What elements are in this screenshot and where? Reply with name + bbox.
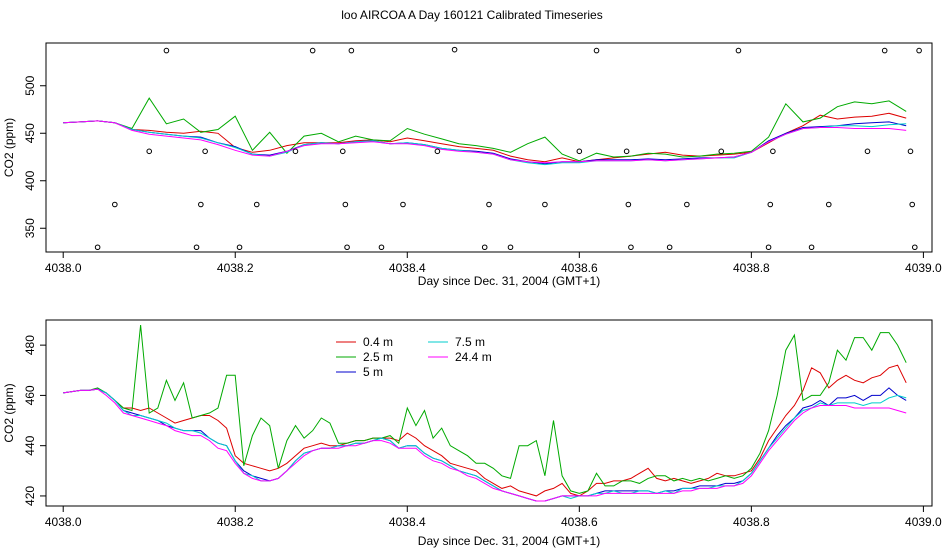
- x-axis-label: Day since Dec. 31, 2004 (GMT+1): [418, 534, 600, 548]
- data-point: [486, 201, 492, 208]
- bottom-panel: 4038.0 4038.2 4038.4 4038.6 4038.8 4039.0 420 4…: [2, 319, 942, 548]
- series-line-2-5-m: [63, 324, 907, 494]
- legend-label: 7.5 m: [455, 335, 485, 349]
- x-tick-label: 4038.2: [217, 515, 254, 529]
- y-tick-label: 480: [23, 335, 37, 355]
- data-point: [911, 244, 918, 251]
- series-line-24-4-m: [63, 120, 907, 164]
- x-tick-label: 4038.0: [45, 515, 82, 529]
- data-point: [342, 201, 349, 208]
- x-tick-label: 4038.4: [389, 261, 426, 275]
- data-point: [907, 148, 914, 155]
- series-line-5-m: [63, 120, 907, 165]
- data-point: [344, 244, 350, 251]
- data-point: [825, 201, 832, 208]
- plot-frame: [45, 42, 933, 253]
- y-tick-label: 460: [23, 385, 37, 405]
- legend-label: 0.4 m: [363, 335, 393, 349]
- series-line-7-5-m: [63, 120, 907, 166]
- y-axis-label: CO2 (ppm): [2, 383, 16, 442]
- data-point: [339, 148, 346, 155]
- data-point: [94, 244, 101, 251]
- data-point: [770, 148, 776, 155]
- x-tick-label: 4039.0: [905, 515, 942, 529]
- data-point: [507, 244, 514, 251]
- data-point: [253, 201, 260, 208]
- plot-frame: [45, 319, 933, 507]
- series-line-5-m: [63, 387, 907, 502]
- data-point: [628, 244, 634, 251]
- series-line-0-4-m: [63, 112, 907, 163]
- data-point: [400, 201, 406, 208]
- data-point: [593, 47, 600, 54]
- data-point: [767, 201, 774, 208]
- data-point: [666, 244, 673, 251]
- x-tick-label: 4038.0: [45, 261, 82, 275]
- data-point: [684, 201, 690, 208]
- top-panel: 4038.0 4038.2 4038.4 4038.6 4038.8 4039.0 350 4…: [2, 42, 942, 288]
- series-line-0-4-m: [63, 364, 907, 497]
- x-tick-label: 4038.8: [733, 261, 770, 275]
- y-tick-label: 400: [23, 170, 37, 190]
- y-tick-label: 500: [23, 75, 37, 95]
- y-tick-label: 420: [23, 486, 37, 506]
- data-point: [881, 47, 888, 54]
- data-point: [623, 148, 630, 155]
- data-point: [481, 244, 488, 251]
- x-tick-label: 4038.6: [561, 261, 598, 275]
- data-point: [718, 148, 725, 155]
- data-point: [735, 47, 742, 54]
- data-point: [309, 47, 316, 54]
- y-tick-label: 350: [23, 218, 37, 238]
- data-point: [808, 244, 815, 251]
- legend-label: 5 m: [363, 365, 383, 379]
- data-point: [163, 47, 170, 54]
- series-line-7-5-m: [63, 388, 907, 502]
- y-tick-label: 440: [23, 435, 37, 455]
- data-point: [193, 244, 200, 251]
- data-point: [202, 148, 208, 155]
- x-tick-label: 4038.4: [389, 515, 426, 529]
- data-point: [378, 244, 385, 251]
- data-point: [864, 148, 871, 155]
- data-point: [542, 201, 548, 208]
- figure-title: loo AIRCOA A Day 160121 Calibrated Times…: [341, 8, 602, 22]
- y-tick-label: 450: [23, 123, 37, 143]
- x-tick-label: 4038.2: [217, 261, 254, 275]
- data-point: [909, 201, 916, 208]
- data-point: [348, 47, 355, 54]
- data-point: [112, 201, 118, 208]
- data-point: [451, 46, 458, 53]
- x-axis-label: Day since Dec. 31, 2004 (GMT+1): [418, 274, 600, 288]
- x-tick-label: 4038.6: [561, 515, 598, 529]
- legend-label: 24.4 m: [455, 350, 492, 364]
- data-point: [625, 201, 632, 208]
- data-point: [916, 47, 922, 54]
- x-tick-label: 4038.8: [733, 515, 770, 529]
- y-axis-label: CO2 (ppm): [2, 118, 16, 177]
- data-point: [236, 244, 243, 251]
- legend-label: 2.5 m: [363, 350, 393, 364]
- data-point: [292, 148, 299, 155]
- data-point: [576, 148, 583, 155]
- series-line-24-4-m: [63, 388, 907, 502]
- data-point: [765, 244, 772, 251]
- data-point: [434, 148, 441, 155]
- x-tick-label: 4039.0: [905, 261, 942, 275]
- data-point: [146, 148, 153, 155]
- data-point: [198, 201, 204, 208]
- series-line-2-5-m: [63, 97, 907, 162]
